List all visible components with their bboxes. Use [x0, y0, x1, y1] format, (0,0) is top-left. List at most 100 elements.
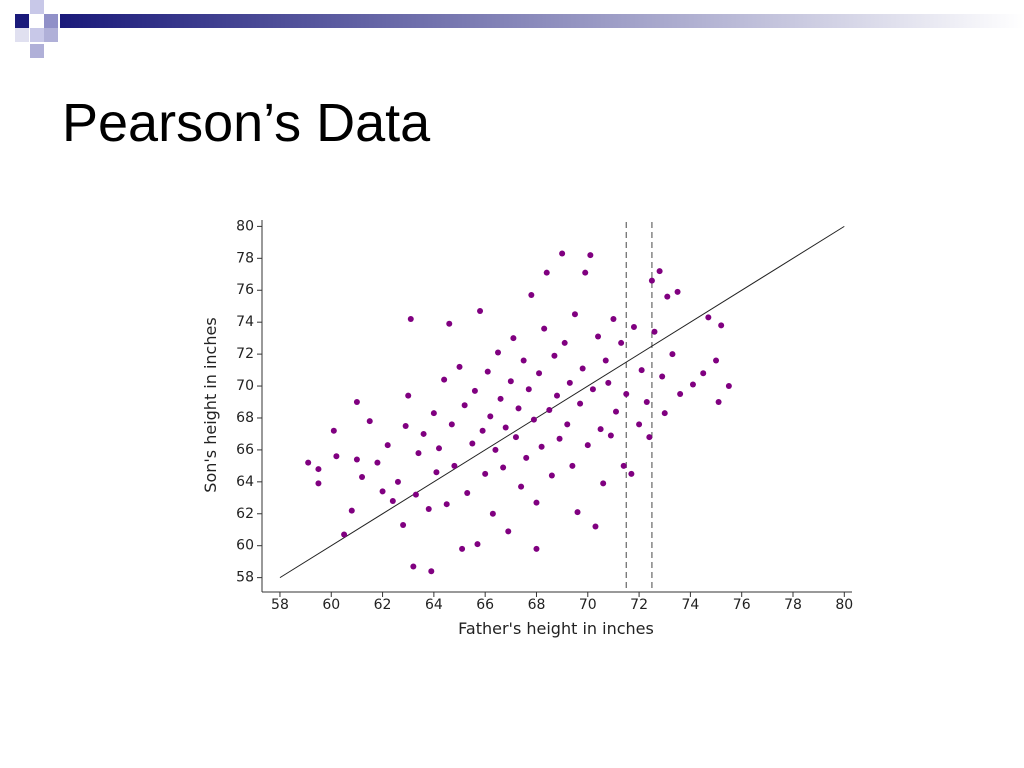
point	[589, 386, 596, 393]
y-tick-label: 68	[236, 410, 254, 426]
point	[443, 501, 450, 508]
point	[546, 406, 553, 413]
point	[407, 315, 414, 322]
point	[571, 311, 578, 318]
point	[415, 450, 422, 457]
point	[700, 370, 707, 377]
point	[482, 470, 489, 477]
x-tick-label: 74	[681, 597, 699, 613]
y-tick-label: 78	[236, 250, 254, 266]
point	[582, 269, 589, 276]
point	[661, 410, 668, 417]
point	[518, 483, 525, 490]
point	[366, 418, 373, 425]
point	[330, 427, 337, 434]
point	[559, 250, 566, 257]
point	[479, 427, 486, 434]
point	[446, 320, 453, 327]
y-tick-label: 62	[236, 506, 254, 522]
y-tick-label: 64	[236, 474, 254, 490]
x-axis-label: Father's height in inches	[458, 619, 654, 638]
y-tick-label: 80	[236, 218, 254, 234]
point	[561, 339, 568, 346]
x-tick-label: 66	[476, 597, 494, 613]
y-tick-label: 72	[236, 346, 254, 362]
point	[436, 445, 442, 452]
point	[566, 379, 573, 386]
point	[489, 510, 496, 517]
point	[530, 416, 537, 423]
point	[471, 387, 478, 394]
point	[610, 315, 617, 322]
point	[425, 505, 432, 512]
point	[474, 541, 481, 548]
slide-title: Pearson’s Data	[62, 93, 431, 153]
x-tick-label: 62	[374, 597, 392, 613]
point	[689, 381, 696, 388]
header-bar	[60, 14, 1024, 28]
point	[543, 269, 550, 276]
point	[520, 357, 527, 364]
point	[359, 474, 366, 481]
point	[718, 322, 725, 329]
point	[713, 357, 720, 364]
point	[620, 462, 627, 469]
point	[353, 399, 360, 406]
point	[664, 293, 671, 300]
point	[648, 277, 655, 284]
x-tick-label: 64	[425, 597, 443, 613]
point	[715, 399, 722, 406]
header-square	[15, 28, 29, 42]
point	[525, 386, 532, 393]
point	[607, 432, 614, 439]
point	[584, 442, 591, 449]
point	[630, 323, 637, 330]
point	[533, 499, 540, 506]
identity-line	[279, 225, 845, 579]
x-tick-label: 76	[733, 597, 751, 613]
point	[659, 373, 666, 380]
point	[484, 368, 491, 375]
point	[379, 488, 386, 495]
point	[505, 528, 512, 535]
point	[536, 370, 543, 377]
point	[348, 507, 355, 514]
point	[495, 349, 501, 356]
point	[636, 421, 643, 428]
point	[502, 424, 509, 431]
y-tick-label: 58	[236, 570, 254, 586]
point	[592, 523, 599, 530]
point	[389, 497, 396, 504]
point	[510, 335, 517, 342]
point	[533, 545, 540, 552]
point	[551, 352, 558, 359]
point	[402, 422, 409, 429]
x-tick-label: 80	[835, 597, 853, 613]
header-square	[15, 14, 29, 28]
point	[469, 440, 476, 447]
point	[656, 268, 663, 275]
point	[600, 480, 607, 487]
point	[541, 325, 548, 332]
header-square	[44, 14, 58, 28]
point	[433, 469, 440, 476]
point	[305, 459, 312, 466]
point	[569, 462, 576, 469]
point	[677, 391, 684, 398]
point	[487, 413, 494, 420]
point	[451, 462, 458, 469]
point	[523, 454, 530, 461]
point	[394, 478, 401, 485]
header-square	[30, 0, 44, 14]
point	[595, 333, 602, 340]
x-tick-label: 60	[322, 597, 340, 613]
point	[341, 531, 348, 538]
point	[613, 408, 619, 415]
point	[597, 426, 604, 433]
y-tick-label: 70	[236, 378, 254, 394]
point	[528, 292, 535, 299]
point	[556, 435, 563, 442]
point	[412, 491, 419, 498]
